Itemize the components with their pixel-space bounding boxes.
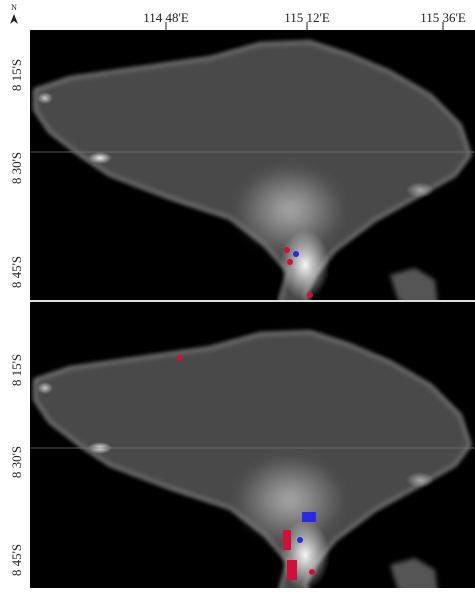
- latitude-label: 8 30'S: [9, 446, 24, 478]
- north-arrow: N: [10, 3, 18, 24]
- map-panel: [30, 302, 475, 588]
- map-figure: N 114 48'E115 12'E115 36'E 8 15'S8 30'S8…: [0, 0, 475, 588]
- latitude-label: 8 15'S: [9, 354, 24, 386]
- latitude-label: 8 45'S: [9, 544, 24, 576]
- latitude-label: 8 15'S: [9, 59, 24, 91]
- latitude-label: 8 30'S: [9, 152, 24, 184]
- latitude-label: 8 45'S: [9, 256, 24, 288]
- map-panel: [30, 30, 475, 322]
- north-label: N: [11, 3, 17, 12]
- latitude-labels: 8 15'S 8 30'S 8 45'S 8 15'S 8 30'S 8 45'S: [9, 59, 24, 576]
